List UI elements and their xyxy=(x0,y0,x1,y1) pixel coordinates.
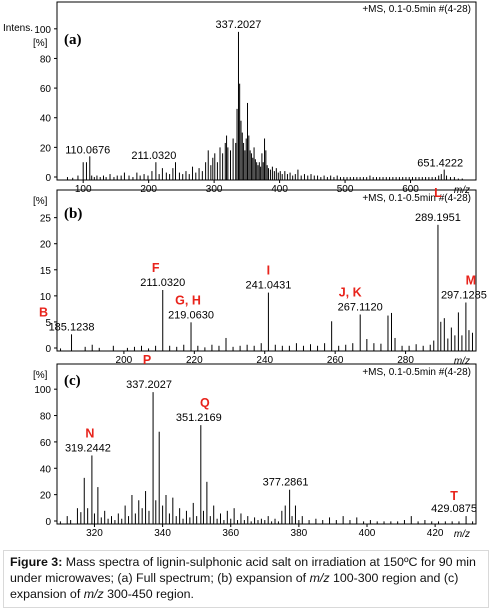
x-axis-label: m/z xyxy=(454,356,470,367)
panel-frame xyxy=(56,189,477,352)
caption-text-1: Mass spectra of lignin-sulphonic acid sa… xyxy=(10,555,476,585)
y-tick-label: 5 xyxy=(45,318,51,329)
y-tick-label: 100 xyxy=(34,25,51,36)
panel-frame xyxy=(56,1,477,181)
y-tick-label: 80 xyxy=(40,54,52,65)
x-tick-label: 320 xyxy=(86,528,103,539)
y-tick-label: 10 xyxy=(40,292,52,303)
y-tick-label: 15 xyxy=(40,266,52,277)
x-tick-label: 360 xyxy=(222,528,239,539)
caption-figure-label: Figure 3: xyxy=(10,555,63,569)
peak-marker-letter: J, K xyxy=(339,286,362,300)
peak-value-label: 185.1238 xyxy=(49,321,95,333)
peak-value-label: 297.1285 xyxy=(441,290,487,302)
peak-value-label: 351.2169 xyxy=(176,412,222,424)
y-tick-label: 20 xyxy=(40,491,52,502)
peak-value-label: 651.4222 xyxy=(417,158,463,170)
peak-marker-letter: B xyxy=(39,305,48,319)
y-axis-intens-label: Intens. xyxy=(3,23,33,34)
panel-label: (c) xyxy=(64,373,81,389)
y-tick-label: 80 xyxy=(40,412,52,423)
panel-label: (a) xyxy=(64,32,82,48)
peak-marker-letter: Q xyxy=(200,396,210,410)
peak-value-label: 211.0320 xyxy=(131,150,176,162)
caption-text-2: 100-300 region and (c) expansion of xyxy=(10,571,459,601)
x-tick-label: 380 xyxy=(291,528,308,539)
y-tick-label: 40 xyxy=(40,114,52,125)
x-tick-label: 200 xyxy=(116,355,133,366)
x-tick-label: 260 xyxy=(327,355,344,366)
peak-value-label: 337.2027 xyxy=(126,379,172,391)
y-tick-label: 60 xyxy=(40,438,52,449)
y-tick-label: 60 xyxy=(40,84,52,95)
peak-marker-letter: M xyxy=(466,274,476,288)
y-tick-label: 20 xyxy=(40,143,52,154)
peak-value-label: 219.0630 xyxy=(168,309,214,321)
x-tick-label: 220 xyxy=(186,355,203,366)
panel-label: (b) xyxy=(64,206,82,222)
y-tick-label: 40 xyxy=(40,464,52,475)
peak-marker-letter: P xyxy=(143,353,151,367)
y-tick-label: 0 xyxy=(45,344,51,355)
peak-marker-letter: T xyxy=(450,489,458,503)
y-tick-label: 0 xyxy=(45,173,51,184)
panel-frame xyxy=(56,363,477,525)
y-axis-label: [%] xyxy=(33,196,48,207)
y-tick-label: 25 xyxy=(40,214,52,225)
y-axis-label: [%] xyxy=(33,38,48,49)
peak-marker-letter: N xyxy=(85,426,94,440)
y-tick-label: 20 xyxy=(40,240,52,251)
y-tick-label: 0 xyxy=(45,517,51,528)
peak-value-label: 110.0676 xyxy=(65,144,110,156)
peak-value-label: 211.0320 xyxy=(140,277,185,289)
peak-value-label: 289.1951 xyxy=(415,212,461,224)
caption-mz-1: m/z xyxy=(309,571,330,585)
x-axis-label: m/z xyxy=(454,529,470,540)
figure-caption: Figure 3: Mass spectra of lignin-sulphon… xyxy=(3,550,489,608)
caption-text-3: 300-450 region. xyxy=(103,587,194,601)
peak-value-label: 337.2027 xyxy=(216,19,262,31)
x-tick-label: 240 xyxy=(256,355,273,366)
peak-marker-letter: I xyxy=(267,264,270,278)
x-tick-label: 280 xyxy=(397,355,414,366)
peak-marker-letter: F xyxy=(152,261,160,275)
x-tick-label: 420 xyxy=(427,528,444,539)
y-tick-label: 100 xyxy=(34,385,51,396)
peak-value-label: 429.0875 xyxy=(431,503,477,515)
peak-value-label: 267.1120 xyxy=(338,302,383,314)
caption-mz-2: m/z xyxy=(83,587,104,601)
peak-value-label: 319.2442 xyxy=(65,442,111,454)
spectrum-header: +MS, 0.1-0.5min #(4-28) xyxy=(362,193,471,204)
spectrum-header: +MS, 0.1-0.5min #(4-28) xyxy=(362,367,471,378)
peak-marker-letter: G, H xyxy=(175,293,201,307)
peak-value-label: 241.0431 xyxy=(245,280,291,292)
spectrum-header: +MS, 0.1-0.5min #(4-28) xyxy=(362,4,471,15)
peak-marker-letter: L xyxy=(434,186,442,200)
x-tick-label: 340 xyxy=(154,528,171,539)
x-tick-label: 400 xyxy=(359,528,376,539)
peak-value-label: 377.2861 xyxy=(263,477,309,489)
y-axis-label: [%] xyxy=(33,370,48,381)
